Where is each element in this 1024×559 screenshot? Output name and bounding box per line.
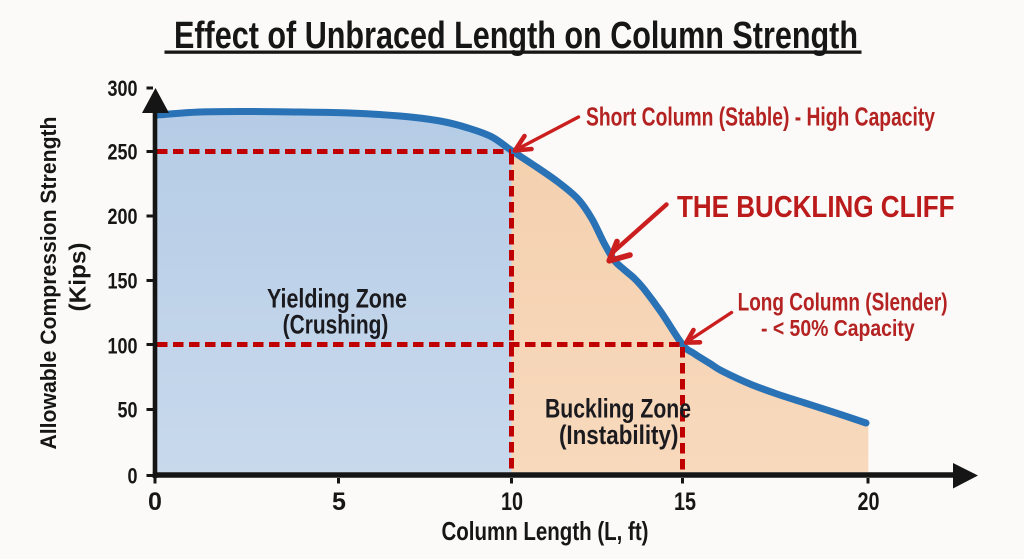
svg-text:250: 250 [108,139,138,164]
svg-text:50: 50 [118,397,138,422]
svg-text:(Instability): (Instability) [559,420,679,450]
svg-text:Short Column (Stable) - High C: Short Column (Stable) - High Capacity [586,102,935,132]
svg-text:100: 100 [108,333,138,358]
svg-text:Effect of Unbraced Length on C: Effect of Unbraced Length on Column Stre… [174,15,858,57]
svg-text:200: 200 [108,204,138,229]
svg-text:(Crushing): (Crushing) [283,310,389,340]
svg-text:Buckling Zone: Buckling Zone [545,394,691,424]
svg-text:5: 5 [332,488,346,516]
svg-text:150: 150 [108,268,138,293]
svg-text:10: 10 [501,488,523,516]
svg-text:15: 15 [674,488,696,516]
svg-text:(Kips): (Kips) [65,243,91,312]
svg-text:300: 300 [108,76,138,101]
svg-text:Long Column (Slender): Long Column (Slender) [738,289,948,317]
svg-text:Allowable Compression Strength: Allowable Compression Strength [36,117,61,450]
svg-text:Column Length (L, ft): Column Length (L, ft) [442,516,649,546]
svg-text:Yielding Zone: Yielding Zone [267,284,407,314]
svg-text:THE BUCKLING CLIFF: THE BUCKLING CLIFF [677,189,955,224]
svg-text:- < 50% Capacity: - < 50% Capacity [761,315,915,341]
svg-text:0: 0 [148,488,162,516]
svg-text:20: 20 [858,488,880,516]
svg-text:0: 0 [128,463,138,488]
